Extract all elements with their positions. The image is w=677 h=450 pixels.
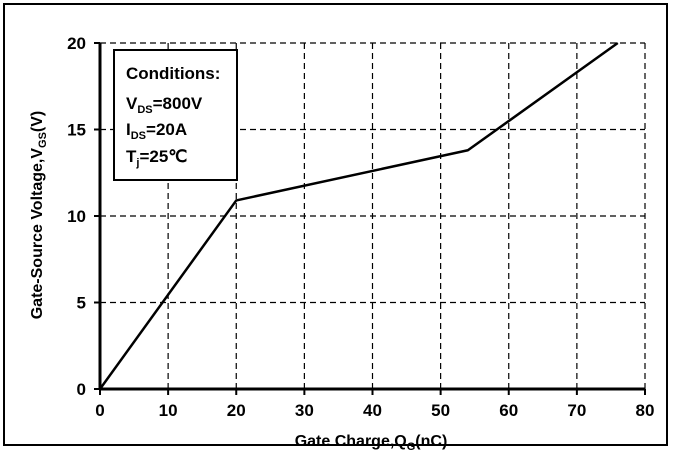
series-layer [98,41,619,390]
x-tick-label: 30 [295,401,314,420]
x-tick-label: 50 [431,401,450,420]
condition-ids: IDS=20A [126,120,187,142]
axes [94,42,646,395]
x-axis-label: Gate Charge,QG(nC) [295,433,448,450]
condition-tj: Tj=25℃ [126,147,187,169]
y-axis-label: Gate-Source Voltage,VGS(V) [29,111,49,320]
condition-vds: VDS=800V [126,94,203,116]
tick-labels: 0 10 20 30 40 50 60 70 80 0 5 10 15 20 [67,34,654,420]
y-tick-label: 15 [67,121,86,140]
chart-frame [3,3,668,446]
y-tick-label: 10 [67,207,86,226]
conditions-box-border [113,49,238,181]
x-tick-label: 80 [636,401,655,420]
x-tick-label: 60 [499,401,518,420]
x-tick-label: 40 [363,401,382,420]
x-tick-label: 0 [95,401,104,420]
x-tick-label: 70 [567,401,586,420]
x-tick-label: 20 [227,401,246,420]
y-tick-label: 5 [77,294,86,313]
y-tick-label: 20 [67,34,86,53]
series-line [98,41,619,390]
conditions-title: Conditions: [126,64,220,83]
y-tick-label: 0 [77,380,86,399]
x-tick-label: 10 [159,401,178,420]
conditions-box: Conditions: VDS=800V IDS=20A Tj=25℃ [113,49,238,181]
